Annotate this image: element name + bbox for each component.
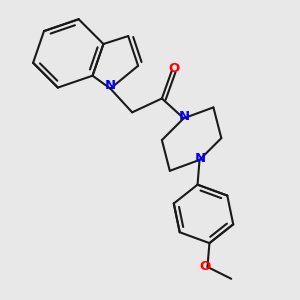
Text: N: N (195, 152, 206, 165)
Text: O: O (168, 62, 179, 75)
Text: N: N (179, 110, 190, 123)
Text: O: O (200, 260, 211, 273)
Text: N: N (105, 79, 116, 92)
